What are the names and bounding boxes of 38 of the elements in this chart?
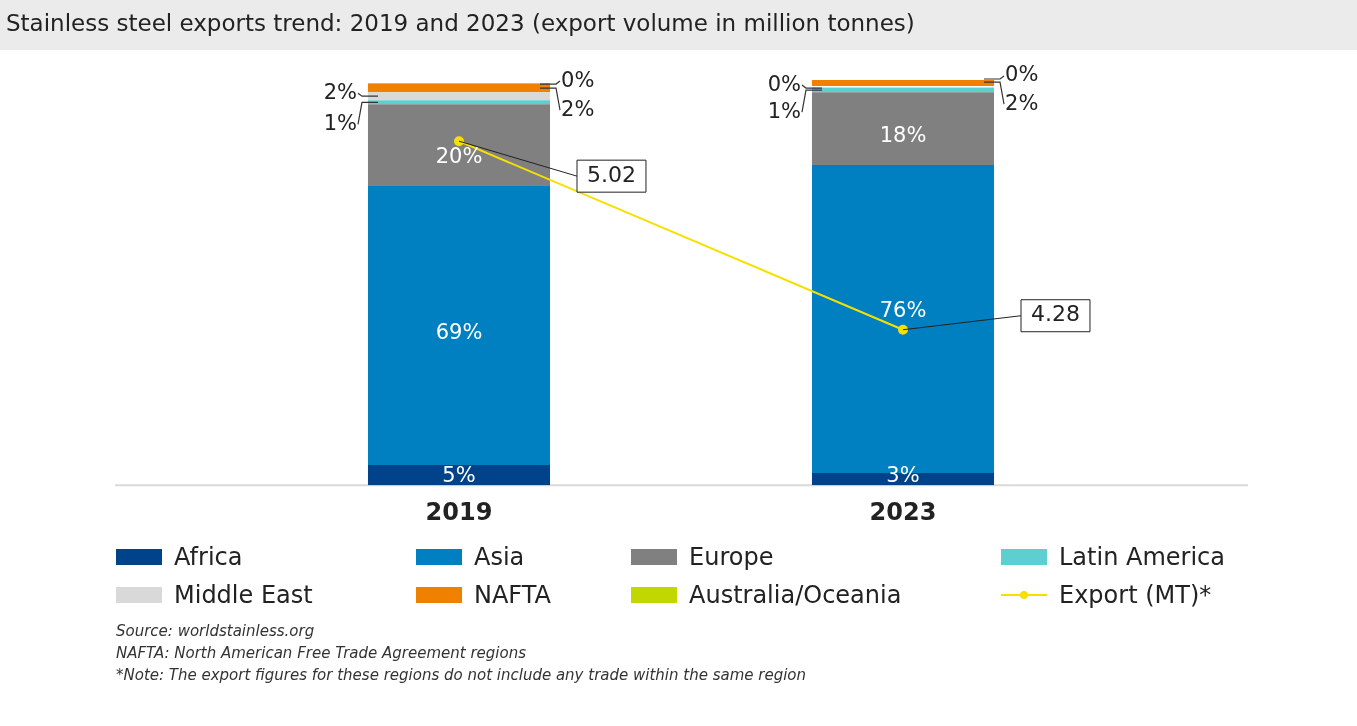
data-label: 4.28: [1031, 301, 1080, 327]
x-tick-label: 2023: [869, 497, 937, 526]
text: *Note: The export figures for these regions do not include any trade within the same region: [116, 665, 808, 686]
data-label: 2%: [323, 79, 357, 104]
legend-label: NAFTA: [474, 581, 551, 609]
data-label: 1%: [767, 98, 801, 123]
text: NAFTA: North American Free Trade Agreement regions: [116, 643, 527, 664]
data-label: 0%: [767, 71, 801, 96]
legend-label: Africa: [174, 543, 243, 571]
data-label: 18%: [879, 123, 927, 148]
bar: [367, 185, 551, 465]
data-label: 0%: [1005, 62, 1039, 87]
bar: [367, 104, 551, 186]
bar: [367, 84, 551, 93]
legend-label: Asia: [474, 543, 525, 571]
chart-title: Stainless steel exports trend: 2019 and 2023 (export volume in million tonnes): [0, 0, 1357, 50]
legend-label: Latin America: [1059, 543, 1225, 571]
source-note: Source: worldstainless.org: [116, 621, 316, 642]
data-label: 69%: [435, 319, 483, 344]
bar: [811, 92, 995, 166]
data-label: 5%: [442, 462, 476, 487]
legend-label: Australia/Oceania: [689, 581, 902, 609]
bar: [367, 464, 551, 486]
data-label: 20%: [435, 143, 483, 168]
legend-label: Middle East: [174, 581, 313, 609]
data-label: 2%: [1005, 90, 1039, 115]
legend-label: Europe: [689, 543, 774, 571]
bar: [367, 92, 551, 101]
legend-label: Export (MT)*: [1059, 581, 1212, 609]
data-label: 76%: [879, 298, 927, 323]
data-label: 2%: [561, 96, 595, 121]
bar: [367, 100, 551, 105]
bar: [811, 80, 995, 87]
data-label: 0%: [561, 67, 595, 92]
x-tick-label: 2019: [425, 497, 493, 526]
data-label: 5.02: [587, 161, 636, 187]
data-label: 3%: [886, 462, 920, 487]
data-label: 1%: [323, 110, 357, 135]
